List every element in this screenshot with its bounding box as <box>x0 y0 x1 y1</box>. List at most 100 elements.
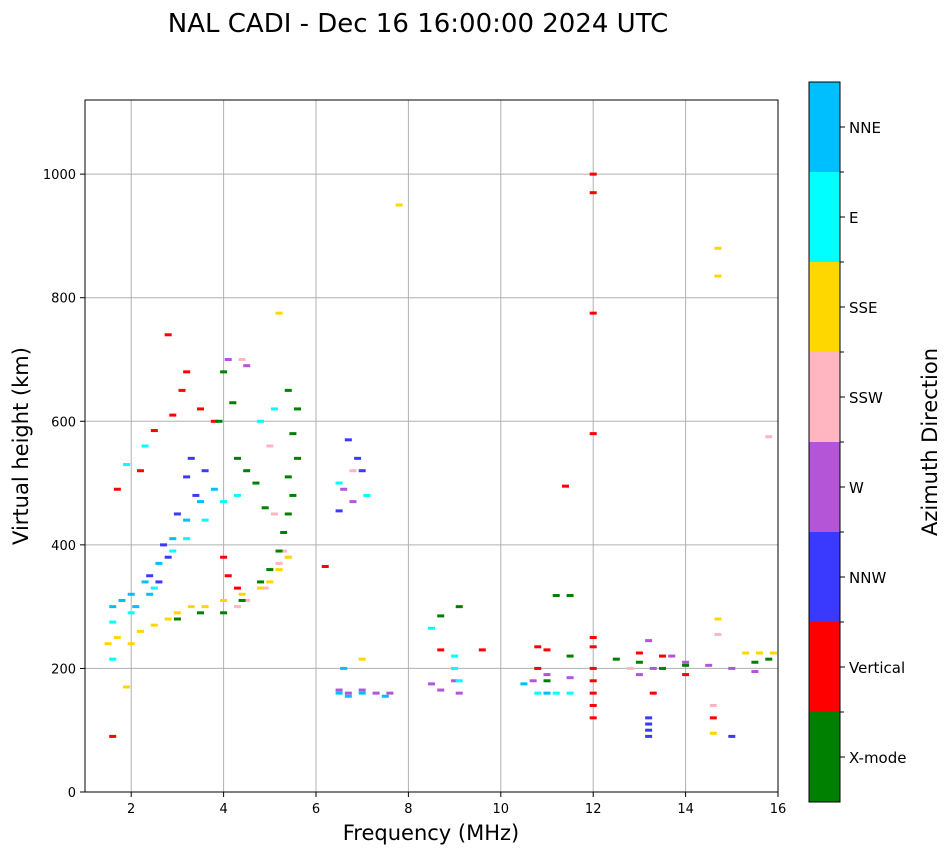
data-point-nnw <box>164 555 172 559</box>
data-point-x-mode <box>266 568 274 572</box>
data-point-ssw <box>270 512 278 516</box>
data-point-x-mode <box>233 456 241 460</box>
x-tick-label: 2 <box>127 802 135 817</box>
colorbar-tick-label: Vertical <box>849 659 905 677</box>
data-point-vertical <box>543 648 551 652</box>
data-point-nnw <box>187 456 195 460</box>
data-point-w <box>358 688 366 692</box>
data-point-x-mode <box>284 512 292 516</box>
data-point-x-mode <box>659 666 666 670</box>
data-point-vertical <box>635 651 643 655</box>
data-point-sse <box>173 611 181 615</box>
data-point-nne <box>146 592 154 596</box>
data-point-e <box>335 481 343 485</box>
data-point-sse <box>257 586 265 590</box>
data-point-w <box>728 666 736 670</box>
data-point-w <box>437 688 445 692</box>
data-point-sse <box>742 651 750 655</box>
data-point-nne <box>183 518 191 522</box>
data-point-w <box>668 654 676 658</box>
data-point-w <box>649 666 657 670</box>
data-point-x-mode <box>284 475 292 479</box>
data-point-x-mode <box>751 660 759 664</box>
data-point-ssw <box>714 632 722 636</box>
data-point-nne <box>141 580 149 584</box>
data-point-x-mode <box>220 370 228 374</box>
data-point-sse <box>164 617 172 621</box>
data-point-nne <box>358 691 366 695</box>
data-point-x-mode <box>243 469 251 473</box>
data-point-w <box>455 691 463 695</box>
data-point-e <box>109 657 117 661</box>
data-point-nne <box>344 694 352 698</box>
x-tick-label: 12 <box>585 802 602 817</box>
data-point-x-mode <box>275 549 283 553</box>
data-point-vertical <box>224 574 232 578</box>
data-point-vertical <box>589 716 597 720</box>
colorbar-swatch <box>809 262 840 352</box>
data-points <box>104 172 777 738</box>
data-point-x-mode <box>261 506 269 510</box>
data-point-vertical <box>589 191 597 195</box>
plot-area <box>85 100 778 792</box>
data-point-vertical <box>210 419 218 423</box>
data-point-x-mode <box>635 660 643 664</box>
colorbar-swatch <box>809 172 840 262</box>
data-point-w <box>566 676 574 680</box>
data-point-vertical <box>321 564 329 568</box>
data-point-nne <box>118 598 126 602</box>
data-point-vertical <box>659 654 666 658</box>
data-point-x-mode <box>215 419 223 423</box>
data-point-nnw <box>155 580 163 584</box>
data-point-vertical <box>169 413 177 417</box>
data-point-nne <box>127 592 135 596</box>
data-point-w <box>529 679 537 683</box>
data-point-nnw <box>645 722 653 726</box>
data-point-e <box>363 493 371 497</box>
y-tick-label: 400 <box>51 539 76 554</box>
data-point-ssw <box>275 561 283 565</box>
data-point-vertical <box>183 370 191 374</box>
data-point-x-mode <box>566 594 574 598</box>
data-point-x-mode <box>294 456 302 460</box>
data-point-e <box>123 463 131 467</box>
data-point-sse <box>123 685 131 689</box>
colorbar-tick-label: SSE <box>849 299 878 317</box>
data-point-x-mode <box>220 611 228 615</box>
data-point-x-mode <box>284 388 292 392</box>
data-point-w <box>372 691 380 695</box>
colorbar-swatch <box>809 622 840 712</box>
data-point-vertical <box>534 645 542 649</box>
data-point-ssw <box>626 666 634 670</box>
data-point-vertical <box>478 648 486 652</box>
data-point-sse <box>709 731 717 735</box>
colorbar-label: Azimuth Direction <box>918 348 942 536</box>
data-point-sse <box>113 636 121 640</box>
data-point-sse <box>275 311 283 315</box>
data-point-vertical <box>437 648 445 652</box>
data-point-nnw <box>146 574 154 578</box>
data-point-nne <box>340 666 348 670</box>
data-point-sse <box>127 642 135 646</box>
data-point-x-mode <box>682 663 690 667</box>
y-tick-label: 600 <box>51 415 76 430</box>
data-point-ssw <box>765 435 773 439</box>
x-tick-label: 16 <box>770 802 787 817</box>
colorbar: X-mode Vertical NNW W SSW SSE E NNE <box>808 81 906 803</box>
x-tick-label: 6 <box>312 802 320 817</box>
data-point-sse <box>104 642 112 646</box>
data-point-vertical <box>649 691 657 695</box>
data-point-x-mode <box>173 617 181 621</box>
data-point-nne <box>543 691 551 695</box>
data-point-w <box>428 682 435 686</box>
data-point-e <box>201 518 209 522</box>
data-point-e <box>451 666 459 670</box>
data-point-ssw <box>243 598 251 602</box>
data-point-ssw <box>266 444 274 448</box>
x-axis-label: Frequency (MHz) <box>343 821 519 845</box>
grid-lines <box>85 100 779 793</box>
data-point-sse <box>756 651 764 655</box>
data-point-x-mode <box>289 432 297 436</box>
data-point-nnw <box>344 438 352 442</box>
